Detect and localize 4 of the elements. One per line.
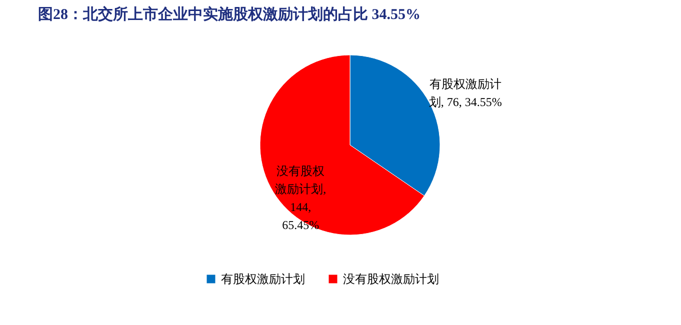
- legend-label: 有股权激励计划: [221, 272, 305, 286]
- legend-label: 没有股权激励计划: [343, 272, 439, 286]
- chart-title: 图28：北交所上市企业中实施股权激励计划的占比 34.55%: [38, 5, 420, 23]
- data-label: 有股权激励计划, 76, 34.55%: [428, 77, 502, 110]
